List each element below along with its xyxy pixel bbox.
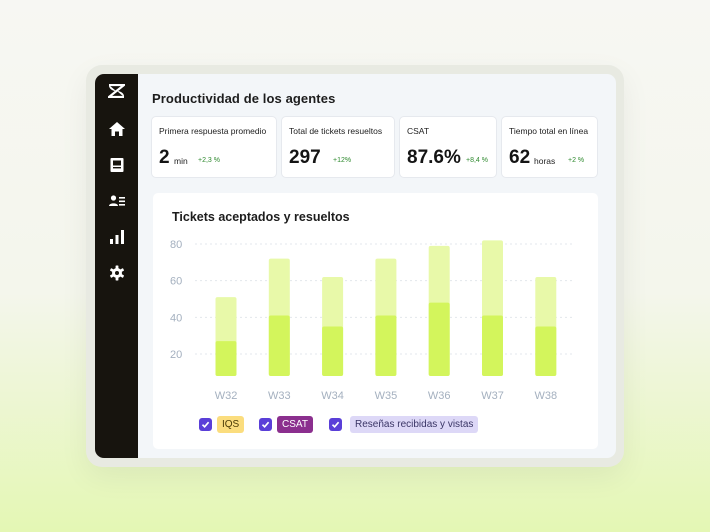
stat-unit: horas: [534, 156, 556, 166]
stat-value: 2: [159, 147, 170, 168]
stat-change: +12%: [333, 157, 352, 164]
gear-icon[interactable]: [108, 264, 126, 282]
app-screen: Productividad de los agentes Primera res…: [95, 74, 616, 458]
reports-icon[interactable]: [108, 228, 126, 246]
y-tick-label: 60: [170, 276, 182, 288]
stat-change: +2,3 %: [198, 157, 220, 164]
stat-label: Total de tickets resueltos: [289, 126, 383, 136]
chart-card: Tickets aceptados y resueltos 20 40 60 80 W3…: [153, 193, 598, 449]
stat-label: CSAT: [407, 126, 430, 136]
stat-card-tickets-resolved[interactable]: Total de tickets resueltos 297 +12%: [281, 116, 395, 178]
y-tick-label: 40: [170, 312, 182, 324]
bar-resolved: [215, 341, 237, 376]
inbox-icon[interactable]: [108, 156, 126, 174]
sidebar: [95, 74, 138, 458]
zendesk-logo-icon[interactable]: [108, 84, 125, 98]
legend-item-reviews[interactable]: Reseñas recibidas y vistas: [329, 416, 479, 433]
bar-resolved: [428, 302, 450, 376]
legend-tag-iqs: IQS: [217, 416, 245, 433]
check-icon: [201, 421, 210, 428]
stat-card-first-response[interactable]: Primera respuesta promedio 2 min +2,3 %: [151, 116, 277, 178]
contacts-icon[interactable]: [108, 192, 126, 210]
stat-unit: min: [174, 156, 188, 166]
stat-label: Primera respuesta promedio: [159, 126, 267, 136]
page-title: Productividad de los agentes: [152, 91, 336, 106]
x-tick-label: W38: [534, 390, 557, 402]
x-tick-label: W37: [481, 390, 504, 402]
check-icon: [261, 421, 270, 428]
stat-card-csat[interactable]: CSAT 87.6% +8,4 %: [399, 116, 497, 178]
legend-item-iqs[interactable]: IQS: [199, 416, 245, 433]
bar-resolved: [268, 315, 290, 376]
main-content: Productividad de los agentes Primera res…: [138, 74, 616, 458]
stat-card-online-time[interactable]: Tiempo total en línea 62 horas +2 %: [501, 116, 598, 178]
bar-resolved: [535, 326, 557, 376]
bar-resolved: [482, 315, 503, 376]
legend-item-csat[interactable]: CSAT: [259, 416, 313, 433]
legend-tag-csat: CSAT: [277, 416, 313, 433]
checkbox-iqs[interactable]: [199, 418, 212, 431]
y-tick-label: 20: [170, 349, 182, 361]
bar-chart: 20 40 60 80 W32 W33 W34 W35 W36 W37 W38: [170, 239, 573, 402]
x-tick-label: W34: [321, 390, 344, 402]
stat-value: 87.6%: [407, 147, 461, 168]
x-tick-label: W32: [215, 390, 238, 402]
stat-change: +8,4 %: [466, 157, 488, 164]
stat-change: +2 %: [568, 157, 585, 164]
x-tick-label: W33: [268, 390, 291, 402]
stat-value: 297: [289, 147, 321, 168]
stat-value: 62: [509, 147, 531, 168]
check-icon: [331, 421, 340, 428]
x-tick-label: W35: [375, 390, 398, 402]
legend-tag-reviews: Reseñas recibidas y vistas: [350, 416, 479, 433]
checkbox-reviews[interactable]: [329, 418, 342, 431]
chart-title: Tickets aceptados y resueltos: [172, 210, 350, 224]
home-icon[interactable]: [108, 120, 126, 138]
bar-resolved: [375, 315, 397, 376]
checkbox-csat[interactable]: [259, 418, 272, 431]
x-tick-label: W36: [428, 390, 451, 402]
stat-label: Tiempo total en línea: [509, 126, 589, 136]
y-tick-label: 80: [170, 239, 182, 251]
bar-resolved: [322, 326, 344, 376]
